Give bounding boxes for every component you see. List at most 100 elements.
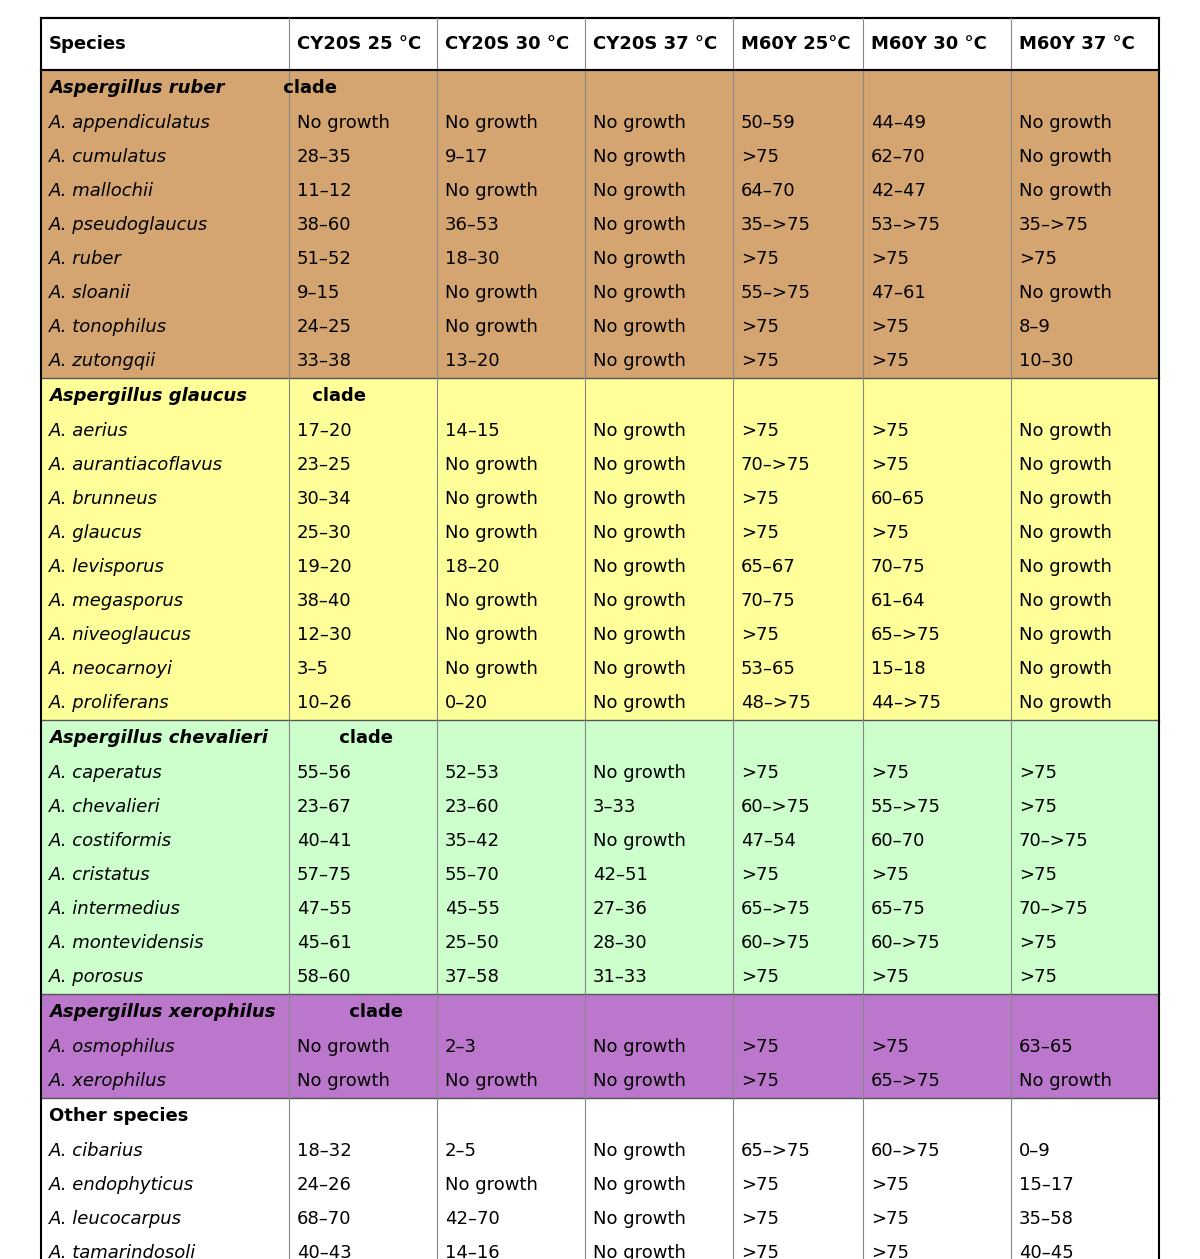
Text: 42–51: 42–51 (593, 866, 648, 884)
Text: A. tamarindosoli: A. tamarindosoli (49, 1244, 197, 1259)
Text: 35–58: 35–58 (1019, 1210, 1074, 1228)
Text: No growth: No growth (593, 353, 686, 370)
Text: No growth: No growth (593, 1142, 686, 1160)
Text: 65–>75: 65–>75 (742, 900, 811, 918)
Text: A. neocarnoyi: A. neocarnoyi (49, 660, 173, 679)
Text: No growth: No growth (1019, 490, 1112, 507)
Text: 14–16: 14–16 (445, 1244, 499, 1259)
Text: 48–>75: 48–>75 (742, 694, 811, 713)
Text: 2–5: 2–5 (445, 1142, 478, 1160)
Text: A. proliferans: A. proliferans (49, 694, 169, 713)
Text: >75: >75 (742, 764, 779, 782)
Text: CY20S 30 °C: CY20S 30 °C (445, 35, 569, 53)
Text: 27–36: 27–36 (593, 900, 648, 918)
Text: No growth: No growth (445, 490, 538, 507)
Text: No growth: No growth (445, 319, 538, 336)
Text: 9–17: 9–17 (445, 149, 488, 166)
Text: 10–30: 10–30 (1019, 353, 1073, 370)
Text: A. xerophilus: A. xerophilus (49, 1071, 167, 1090)
Text: 3–33: 3–33 (593, 798, 636, 816)
Text: No growth: No growth (298, 1037, 390, 1056)
Text: >75: >75 (742, 1210, 779, 1228)
Text: A. megasporus: A. megasporus (49, 592, 184, 611)
Text: 55–>75: 55–>75 (871, 798, 941, 816)
Text: No growth: No growth (445, 456, 538, 473)
Text: No growth: No growth (593, 456, 686, 473)
Text: >75: >75 (742, 319, 779, 336)
Text: 70–>75: 70–>75 (1019, 832, 1088, 850)
Bar (41, 1098, 1159, 1259)
Text: 10–26: 10–26 (298, 694, 352, 713)
Text: 60–70: 60–70 (871, 832, 925, 850)
Text: No growth: No growth (445, 1176, 538, 1194)
Text: No growth: No growth (445, 660, 538, 679)
Text: No growth: No growth (593, 1071, 686, 1090)
Text: 70–>75: 70–>75 (1019, 900, 1088, 918)
Text: 28–30: 28–30 (593, 934, 648, 952)
Bar (41, 720, 1159, 995)
Text: 24–25: 24–25 (298, 319, 352, 336)
Text: >75: >75 (742, 1037, 779, 1056)
Text: No growth: No growth (445, 115, 538, 132)
Text: >75: >75 (871, 968, 910, 986)
Text: 15–17: 15–17 (1019, 1176, 1074, 1194)
Text: No growth: No growth (1019, 183, 1112, 200)
Text: No growth: No growth (593, 626, 686, 645)
Text: A. appendiculatus: A. appendiculatus (49, 115, 211, 132)
Text: No growth: No growth (593, 217, 686, 234)
Text: No growth: No growth (593, 285, 686, 302)
Text: A. tonophilus: A. tonophilus (49, 319, 167, 336)
Text: No growth: No growth (445, 524, 538, 543)
Text: 44–49: 44–49 (871, 115, 926, 132)
Text: No growth: No growth (1019, 456, 1112, 473)
Text: 38–60: 38–60 (298, 217, 352, 234)
Text: A. intermedius: A. intermedius (49, 900, 181, 918)
Text: 60–65: 60–65 (871, 490, 925, 507)
Text: 30–34: 30–34 (298, 490, 352, 507)
Bar (41, 995, 1159, 1098)
Text: >75: >75 (1019, 968, 1057, 986)
Text: 47–55: 47–55 (298, 900, 352, 918)
Text: 55–56: 55–56 (298, 764, 352, 782)
Text: A. montevidensis: A. montevidensis (49, 934, 204, 952)
Text: 13–20: 13–20 (445, 353, 499, 370)
Text: 70–75: 70–75 (871, 558, 925, 577)
Text: 47–61: 47–61 (871, 285, 925, 302)
Text: A. zutongqii: A. zutongqii (49, 353, 156, 370)
Text: 60–>75: 60–>75 (742, 934, 811, 952)
Text: 52–53: 52–53 (445, 764, 500, 782)
Text: 45–55: 45–55 (445, 900, 500, 918)
Text: A. glaucus: A. glaucus (49, 524, 143, 543)
Text: >75: >75 (742, 353, 779, 370)
Text: CY20S 37 °C: CY20S 37 °C (593, 35, 718, 53)
Text: 68–70: 68–70 (298, 1210, 352, 1228)
Text: No growth: No growth (593, 115, 686, 132)
Text: No growth: No growth (593, 1037, 686, 1056)
Text: 65–67: 65–67 (742, 558, 796, 577)
Text: 40–45: 40–45 (1019, 1244, 1074, 1259)
Text: No growth: No growth (445, 1071, 538, 1090)
Text: 53–65: 53–65 (742, 660, 796, 679)
Text: 70–>75: 70–>75 (742, 456, 811, 473)
Text: No growth: No growth (1019, 694, 1112, 713)
Text: No growth: No growth (593, 764, 686, 782)
Text: A. cibarius: A. cibarius (49, 1142, 144, 1160)
Text: Species: Species (49, 35, 127, 53)
Text: 65–75: 65–75 (871, 900, 926, 918)
Text: A. niveoglaucus: A. niveoglaucus (49, 626, 192, 645)
Text: No growth: No growth (445, 592, 538, 611)
Text: 38–40: 38–40 (298, 592, 352, 611)
Text: 17–20: 17–20 (298, 422, 352, 439)
Text: 55–>75: 55–>75 (742, 285, 811, 302)
Text: 8–9: 8–9 (1019, 319, 1051, 336)
Text: No growth: No growth (1019, 660, 1112, 679)
Text: >75: >75 (871, 764, 910, 782)
Text: 18–32: 18–32 (298, 1142, 352, 1160)
Text: 3–5: 3–5 (298, 660, 329, 679)
Text: 33–38: 33–38 (298, 353, 352, 370)
Text: 35–>75: 35–>75 (742, 217, 811, 234)
Text: M60Y 37 °C: M60Y 37 °C (1019, 35, 1135, 53)
Text: >75: >75 (871, 1210, 910, 1228)
Text: No growth: No growth (593, 592, 686, 611)
Text: >75: >75 (871, 319, 910, 336)
